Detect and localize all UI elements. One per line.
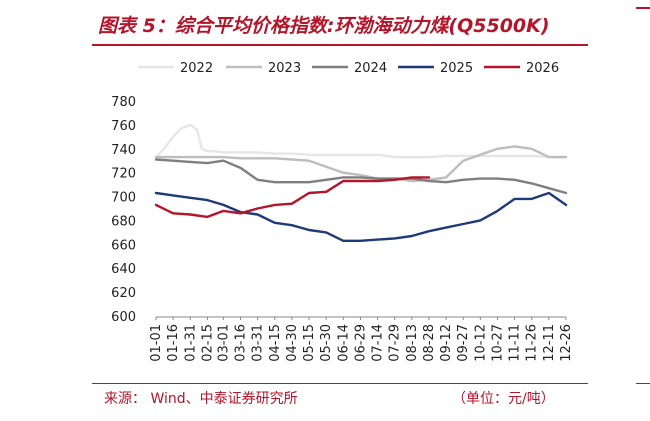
y-tick-label: 720 [111, 167, 136, 182]
x-tick-label: 10-12 [473, 324, 488, 362]
x-tick-label: 12-11 [542, 324, 557, 362]
series-line-2025 [154, 191, 568, 243]
x-tick-label: 07-14 [371, 324, 386, 362]
x-tick-label: 01-31 [183, 324, 198, 362]
right-edge-rule [636, 7, 650, 9]
x-tick-label: 05-30 [319, 324, 334, 362]
legend-label-2022: 2022 [180, 61, 213, 76]
legend-label-2023: 2023 [268, 61, 301, 76]
x-tick-label: 04-15 [268, 324, 283, 362]
x-tick-label: 08-13 [405, 324, 420, 362]
y-tick-label: 700 [111, 191, 136, 206]
x-tick-label: 03-16 [234, 324, 249, 362]
series-line-2023 [154, 145, 568, 183]
y-tick-label: 620 [111, 286, 136, 301]
legend-label-2024: 2024 [354, 61, 387, 76]
y-tick-label: 640 [111, 262, 136, 277]
source-rule [92, 383, 588, 384]
title-rule [92, 44, 588, 46]
unit-note: （单位：元/吨） [452, 391, 555, 407]
x-tick-label: 09-12 [439, 324, 454, 362]
x-tick-label: 03-31 [251, 324, 266, 362]
y-tick-label: 660 [111, 238, 136, 253]
legend-label-2026: 2026 [526, 61, 559, 76]
right-edge-rule-bottom [636, 383, 650, 384]
x-tick-label: 03-01 [216, 324, 231, 362]
legend-label-2025: 2025 [440, 61, 473, 76]
x-tick-label: 11-26 [525, 324, 540, 362]
x-tick-label: 07-29 [388, 324, 403, 362]
series-line-2024 [154, 158, 568, 195]
x-tick-label: 11-11 [508, 324, 523, 362]
source-note: 来源： Wind、中泰证券研究所 [104, 391, 298, 407]
series-line-2022 [154, 123, 568, 159]
x-tick-label: 06-14 [336, 324, 351, 362]
x-tick-label: 02-15 [200, 324, 215, 362]
x-tick-label: 09-27 [456, 324, 471, 362]
y-tick-label: 600 [111, 310, 136, 325]
y-tick-label: 680 [111, 214, 136, 229]
x-tick-label: 04-30 [285, 324, 300, 362]
x-tick-label: 01-16 [166, 324, 181, 362]
y-tick-label: 780 [111, 95, 136, 110]
x-tick-label: 05-15 [302, 324, 317, 362]
series-line-2026 [154, 176, 431, 219]
x-tick-label: 01-01 [149, 324, 164, 362]
x-tick-label: 10-27 [490, 324, 505, 362]
x-tick-label: 08-28 [422, 324, 437, 362]
title-bar: 图表 5：综合平均价格指数:环渤海动力煤(Q5500K) [92, 7, 588, 46]
chart-title: 图表 5：综合平均价格指数:环渤海动力煤(Q5500K) [98, 15, 550, 37]
y-tick-label: 760 [111, 119, 136, 134]
x-tick-label: 12-26 [559, 324, 574, 362]
x-tick-label: 06-29 [353, 324, 368, 362]
y-tick-label: 740 [111, 143, 136, 158]
